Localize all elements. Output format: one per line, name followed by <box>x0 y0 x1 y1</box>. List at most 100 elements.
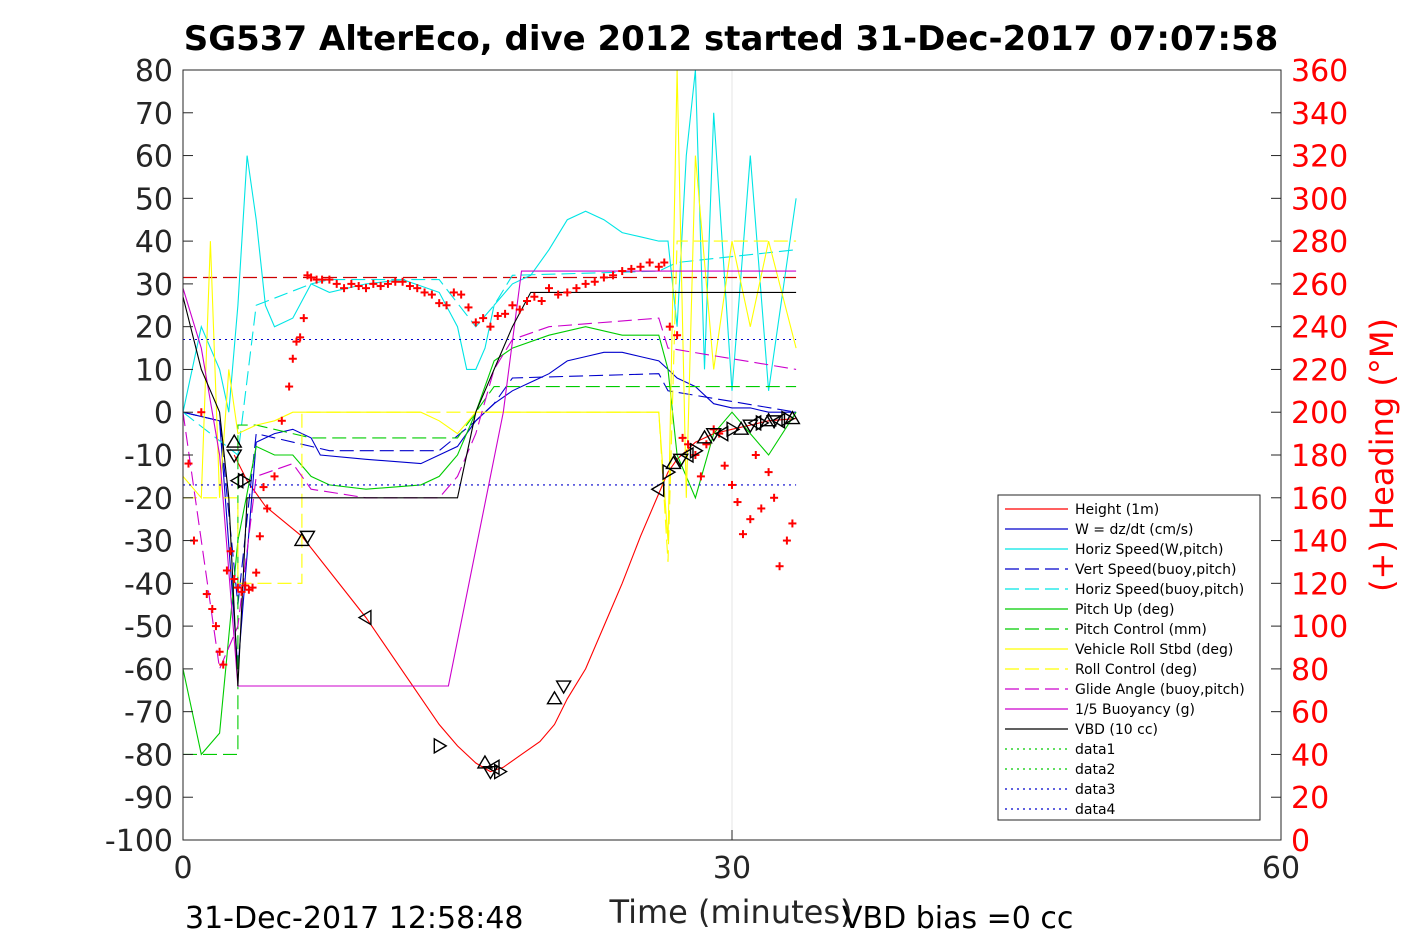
heading-point <box>230 575 239 584</box>
heading-point <box>354 282 363 291</box>
tick-label-right: 40 <box>1291 738 1329 773</box>
heading-point <box>383 279 392 288</box>
heading-point <box>376 282 385 291</box>
tick-label-right: 80 <box>1291 653 1329 688</box>
legend-label: Height (1m) <box>1075 502 1159 518</box>
legend-label: 1/5 Buoyancy (g) <box>1075 702 1195 718</box>
tick-label-right: 360 <box>1291 54 1348 89</box>
tick-label-left: -30 <box>124 525 173 560</box>
tick-label-right: 340 <box>1291 97 1348 132</box>
tick-label-right: 300 <box>1291 182 1348 217</box>
tick-label-right: 0 <box>1291 824 1310 859</box>
tick-label-x: 60 <box>1262 851 1300 886</box>
heading-point <box>222 566 231 575</box>
heading-point <box>464 303 473 312</box>
heading-point <box>537 297 546 305</box>
legend-entry: Horiz Speed(buoy,pitch) <box>1005 582 1244 598</box>
depth-marker <box>679 446 694 464</box>
heading-point <box>751 451 760 459</box>
heading-point <box>391 277 400 286</box>
heading-point <box>746 515 755 524</box>
tick-label-left: 80 <box>135 54 173 89</box>
depth-marker <box>755 414 770 432</box>
legend-entry: data1 <box>1005 742 1115 758</box>
tick-label-left: -10 <box>124 439 173 474</box>
legend-label: data4 <box>1075 802 1116 818</box>
heading-point <box>486 322 495 331</box>
legend-entry: Height (1m) <box>1005 502 1159 518</box>
heading-point <box>248 583 257 592</box>
legend-entry: Vehicle Roll Stbd (deg) <box>1005 642 1233 658</box>
legend-label: W = dz/dt (cm/s) <box>1075 522 1194 538</box>
heading-point <box>427 290 436 299</box>
legend-entry: data2 <box>1005 762 1115 778</box>
heading-point <box>285 382 294 391</box>
heading-point <box>233 583 242 592</box>
depth-marker <box>689 442 704 459</box>
heading-point <box>636 262 645 271</box>
y2-axis-label: (+) Heading (°M) <box>1363 318 1401 592</box>
footer-vbd-bias: VBD bias =0 cc <box>842 901 1073 936</box>
heading-point <box>442 301 451 310</box>
legend-entry: Horiz Speed(W,pitch) <box>1005 542 1223 558</box>
heading-point <box>215 647 224 656</box>
heading-point <box>764 468 773 477</box>
legend-entry: VBD (10 cc) <box>1005 722 1158 738</box>
heading-point <box>255 532 264 541</box>
legend-label: data1 <box>1075 742 1115 758</box>
heading-point <box>720 461 729 470</box>
tick-label-right: 160 <box>1291 482 1348 517</box>
legend: Height (1m) W = dz/dt (cm/s) Horiz Speed(W… <box>997 494 1261 821</box>
depth-marker <box>781 410 796 427</box>
y-axis-right: 3603403203002802602402202001801601401201… <box>1271 54 1348 859</box>
legend-label: Vert Speed(buoy,pitch) <box>1075 562 1237 578</box>
footer-timestamp: 31-Dec-2017 12:58:48 <box>185 901 524 936</box>
heading-point <box>501 309 510 318</box>
legend-entry: data4 <box>1005 802 1116 818</box>
depth-marker <box>760 412 777 427</box>
depth-marker <box>696 429 713 444</box>
heading-point <box>263 504 272 513</box>
heading-point <box>775 562 784 571</box>
heading-point <box>398 277 407 286</box>
heading-point <box>515 305 524 314</box>
heading-point <box>782 536 791 545</box>
legend-label: Horiz Speed(buoy,pitch) <box>1075 582 1244 598</box>
series-line-2 <box>182 69 797 413</box>
depth-marker <box>482 765 499 780</box>
tick-label-right: 320 <box>1291 140 1348 175</box>
heading-point <box>413 284 422 293</box>
x-axis-label: Time (minutes) <box>609 893 853 931</box>
depth-marker <box>433 737 448 755</box>
legend-entry: 1/5 Buoyancy (g) <box>1005 702 1195 718</box>
tick-label-right: 200 <box>1291 396 1348 431</box>
tick-label-right: 60 <box>1291 696 1329 731</box>
series-line-9 <box>182 317 797 671</box>
heading-point <box>202 590 211 599</box>
tick-label-right: 140 <box>1291 525 1348 560</box>
depth-markers <box>226 410 801 780</box>
tick-label-left: -40 <box>124 567 173 602</box>
heading-point <box>252 568 261 577</box>
heading-point <box>184 459 193 468</box>
heading-point <box>270 472 279 481</box>
tick-label-left: -20 <box>124 482 173 517</box>
heading-point <box>788 519 797 528</box>
tick-label-right: 280 <box>1291 225 1348 260</box>
tick-label-right: 220 <box>1291 353 1348 388</box>
depth-marker <box>784 410 801 425</box>
legend-label: Roll Control (deg) <box>1075 662 1197 678</box>
heading-point <box>211 622 220 631</box>
heading-points <box>184 258 797 669</box>
tick-label-right: 180 <box>1291 439 1348 474</box>
depth-marker <box>226 449 243 464</box>
heading-point <box>627 264 636 273</box>
heading-point <box>369 279 378 288</box>
legend-entry: Vert Speed(buoy,pitch) <box>1005 562 1237 578</box>
tick-label-left: 30 <box>135 268 173 303</box>
heading-point <box>645 258 654 267</box>
tick-label-x: 0 <box>173 851 192 886</box>
tick-label-left: -50 <box>124 610 173 645</box>
heading-point <box>208 605 217 613</box>
legend-entry: Pitch Up (deg) <box>1005 602 1174 618</box>
